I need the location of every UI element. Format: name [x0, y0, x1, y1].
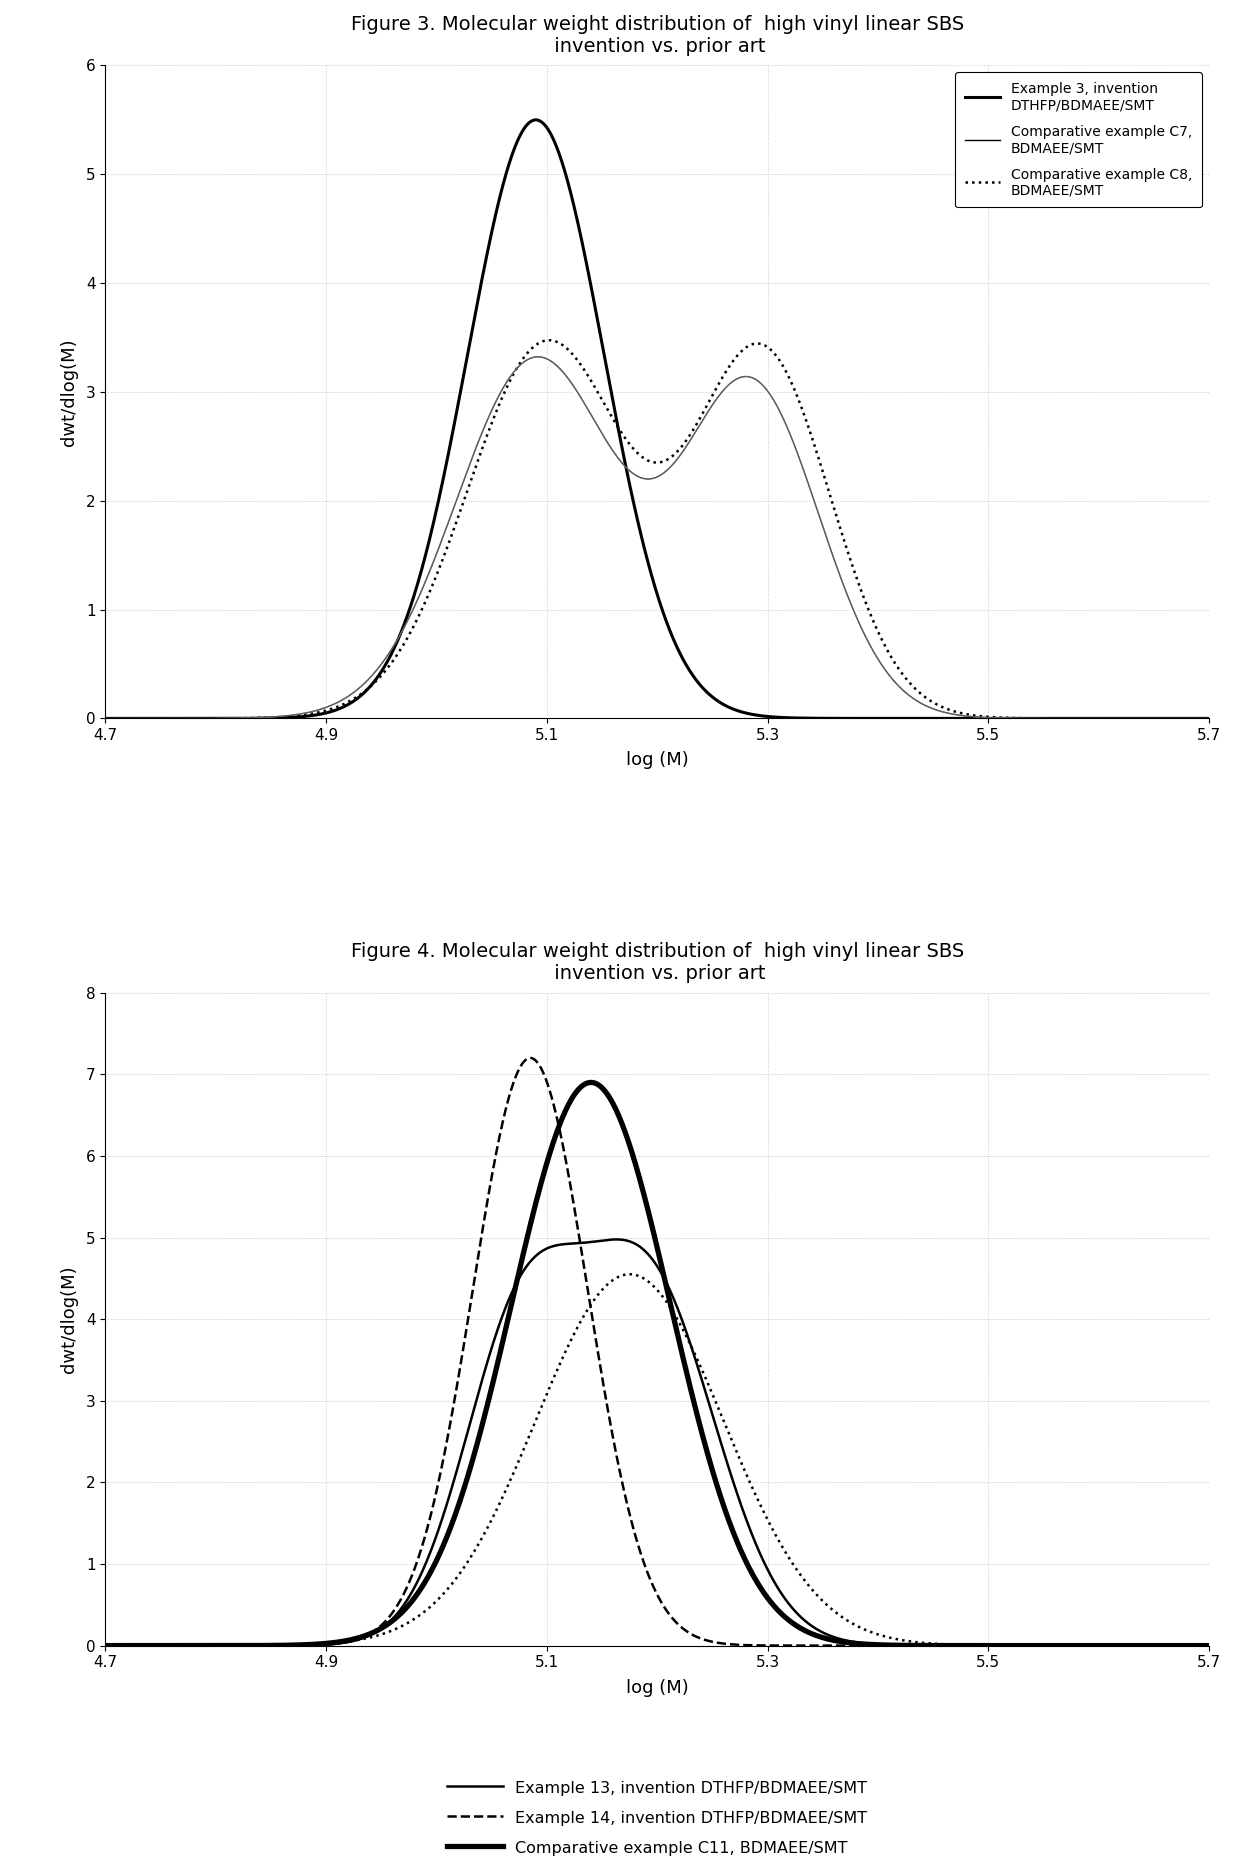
Y-axis label: dwt/dlog(M): dwt/dlog(M)	[60, 338, 78, 445]
Y-axis label: dwt/dlog(M): dwt/dlog(M)	[60, 1266, 78, 1373]
Title: Figure 4. Molecular weight distribution of  high vinyl linear SBS
 invention vs.: Figure 4. Molecular weight distribution …	[351, 942, 963, 984]
X-axis label: log (M): log (M)	[626, 752, 688, 769]
Title: Figure 3. Molecular weight distribution of  high vinyl linear SBS
 invention vs.: Figure 3. Molecular weight distribution …	[351, 15, 963, 56]
Legend: Example 3, invention
DTHFP/BDMAEE/SMT, Comparative example C7,
BDMAEE/SMT, Compa: Example 3, invention DTHFP/BDMAEE/SMT, C…	[955, 73, 1202, 208]
X-axis label: log (M): log (M)	[626, 1679, 688, 1696]
Legend: Example 13, invention DTHFP/BDMAEE/SMT, Example 14, invention DTHFP/BDMAEE/SMT, : Example 13, invention DTHFP/BDMAEE/SMT, …	[439, 1771, 875, 1870]
